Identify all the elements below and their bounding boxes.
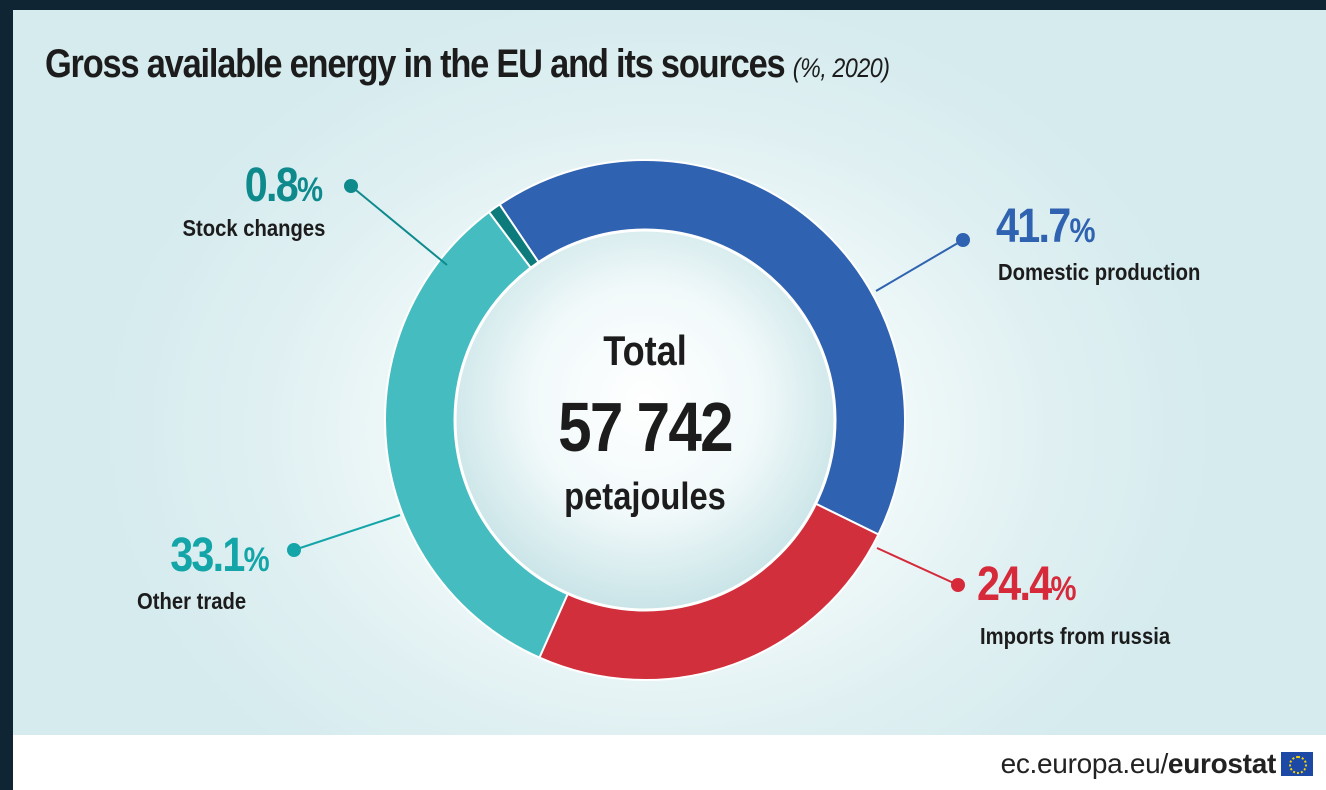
domestic-production-percent: 41.7% <box>996 203 1095 251</box>
footer-bar <box>13 735 1326 790</box>
donut-hole <box>453 228 837 612</box>
domestic-production-label: Domestic production <box>998 259 1201 285</box>
other-trade-leader-line <box>293 514 401 551</box>
imports-russia-leader-dot <box>951 578 965 592</box>
stock-changes-percent-sign: % <box>296 171 323 209</box>
imports-russia-leader-line <box>876 547 959 586</box>
stock-changes-leader-line <box>350 185 448 266</box>
imports-russia-percent: 24.4% <box>977 561 1076 609</box>
stock-changes-value: 0.8 <box>244 159 299 212</box>
source-domain: ec.europa.eu/ <box>1000 748 1169 779</box>
center-total-label: Total <box>603 327 687 374</box>
other-trade-value: 33.1 <box>170 529 246 582</box>
imports-russia-label: Imports from russia <box>980 623 1171 649</box>
chart-title: Gross available energy in the EU and its… <box>45 42 890 87</box>
domestic-production-value: 41.7 <box>996 200 1071 253</box>
eu-flag-icon <box>1281 752 1313 776</box>
other-trade-percent: 33.1% <box>171 532 270 580</box>
imports-russia-percent-sign: % <box>1050 570 1077 608</box>
domestic-production-leader-dot <box>956 233 970 247</box>
chart-subtitle: (%, 2020) <box>792 53 890 83</box>
leader-lines <box>287 179 970 592</box>
stock-changes-leader-dot <box>344 179 358 193</box>
imports-russia-value: 24.4 <box>977 558 1052 611</box>
domestic-production-leader-line <box>875 239 964 292</box>
chart-title-text: Gross available energy in the EU and its… <box>45 42 786 86</box>
eu-stars <box>1289 756 1307 774</box>
stock-changes-label: Stock changes <box>182 215 325 241</box>
stock-changes-percent: 0.8% <box>245 162 323 210</box>
center-total-value: 57 742 <box>558 388 734 466</box>
other-trade-percent-sign: % <box>243 541 270 579</box>
source-brand: eurostat <box>1167 748 1276 779</box>
center-total-unit: petajoules <box>564 476 726 518</box>
other-trade-label: Other trade <box>137 588 247 614</box>
domestic-production-percent-sign: % <box>1069 212 1096 250</box>
source-link[interactable]: ec.europa.eu/eurostat <box>1000 748 1277 780</box>
other-trade-leader-dot <box>287 543 301 557</box>
